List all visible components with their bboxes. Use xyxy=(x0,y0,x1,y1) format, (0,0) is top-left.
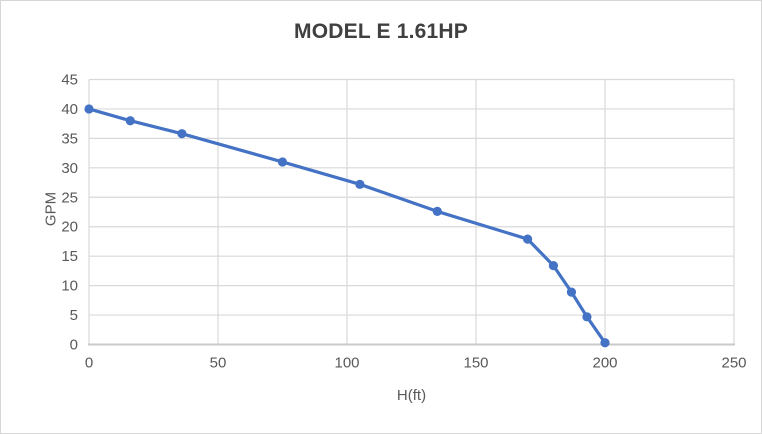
data-point-marker xyxy=(277,157,288,167)
x-tick-label: 100 xyxy=(334,355,359,372)
y-tick-label: 35 xyxy=(61,130,78,147)
data-point-marker xyxy=(84,104,94,114)
data-point-marker xyxy=(125,116,135,126)
y-tick-label: 25 xyxy=(61,189,78,206)
y-tick-label: 5 xyxy=(70,307,78,324)
data-point-marker xyxy=(582,312,592,322)
y-tick-label: 40 xyxy=(61,101,78,118)
y-tick-label: 10 xyxy=(61,278,78,295)
chart-title: MODEL E 1.61HP xyxy=(294,20,468,43)
y-tick-label: 15 xyxy=(61,248,78,265)
x-tick-label: 200 xyxy=(592,355,617,372)
data-point-marker xyxy=(177,129,187,139)
data-point-marker xyxy=(600,338,610,348)
y-tick-label: 45 xyxy=(61,72,78,89)
data-point-marker xyxy=(355,179,365,189)
x-tick-label: 50 xyxy=(210,355,227,372)
y-tick-label: 30 xyxy=(61,160,78,177)
y-tick-label: 20 xyxy=(61,219,78,236)
data-point-marker xyxy=(566,287,577,297)
data-point-marker xyxy=(432,206,442,217)
x-tick-label: 0 xyxy=(85,355,93,372)
data-point-marker xyxy=(523,234,533,244)
x-tick-label: 250 xyxy=(721,355,746,372)
data-point-marker xyxy=(548,260,559,271)
x-tick-label: 150 xyxy=(463,355,488,372)
x-axis-title: H(ft) xyxy=(396,387,427,404)
y-tick-label: 0 xyxy=(70,337,78,354)
